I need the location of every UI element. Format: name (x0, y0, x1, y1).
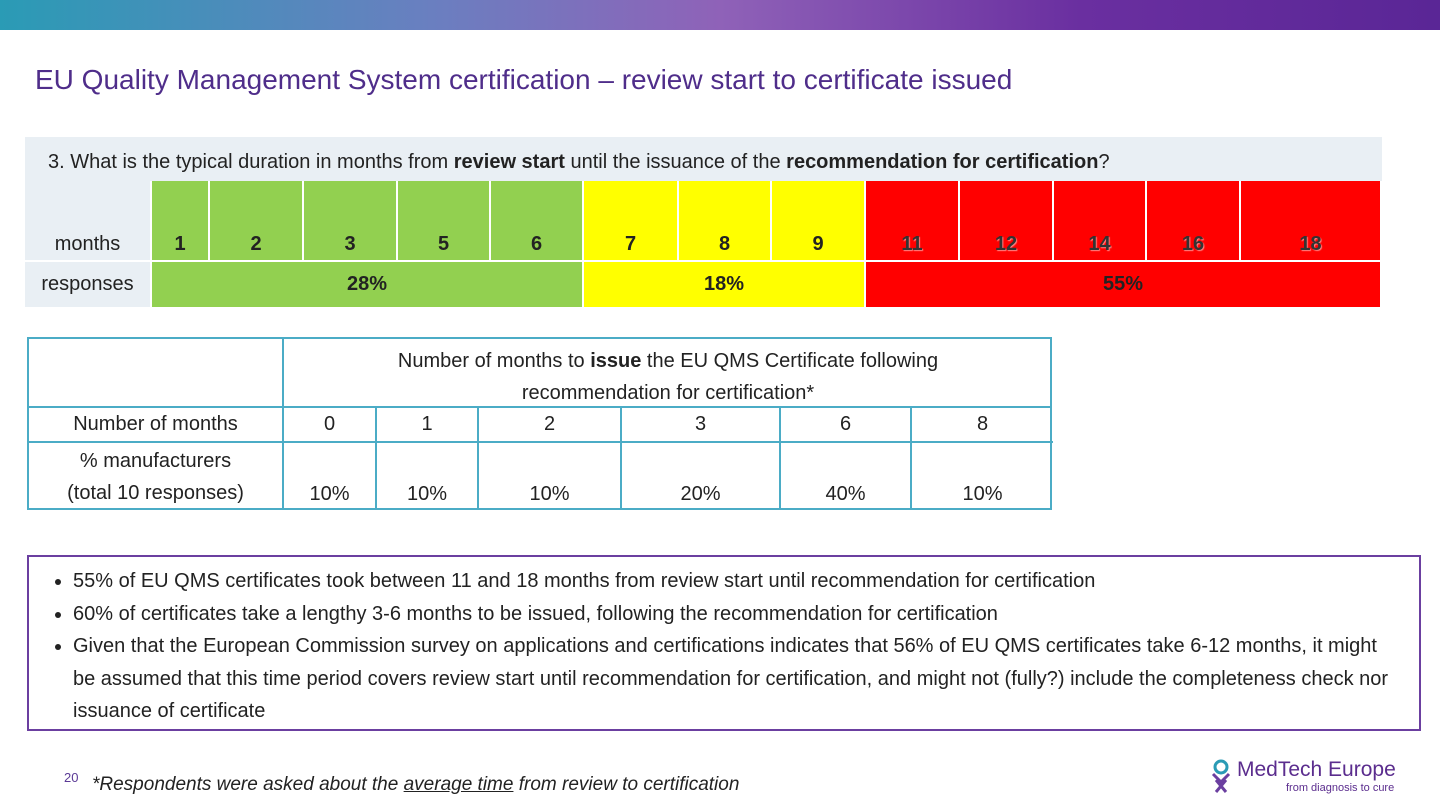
month-cell: 7 (584, 181, 679, 260)
text: Number of months to (397, 350, 591, 372)
slide-title: EU Quality Management System certificati… (35, 64, 1013, 95)
row-label: months (25, 181, 152, 260)
icon-ring (1213, 759, 1229, 775)
top-band (0, 0, 1440, 30)
month-cell: 16 (1147, 181, 1241, 260)
row-label: % manufacturers (total 10 responses) (29, 443, 284, 510)
text: average time (403, 774, 514, 795)
text: from review to certification (513, 774, 740, 795)
month-cell: 1 (377, 408, 479, 443)
month-cell: 8 (679, 181, 772, 260)
empty-cell (29, 339, 284, 408)
month-cell: 9 (772, 181, 866, 260)
share-cell: 40% (781, 443, 912, 510)
question-table: 3. What is the typical duration in month… (25, 137, 1382, 307)
bullet: Given that the European Commission surve… (73, 630, 1399, 728)
month-cell: 12 (960, 181, 1054, 260)
text: *Respondents were asked about the (92, 774, 404, 795)
month-cell: 11 (866, 181, 960, 260)
response-cell: 55% (866, 260, 1382, 307)
share-cell: 10% (284, 443, 377, 510)
row-label: responses (25, 260, 152, 307)
text: 3. What is the typical duration in month… (48, 151, 454, 173)
logo-tagline: from diagnosis to cure (1286, 782, 1395, 794)
text: until the issuance of the (564, 151, 787, 173)
bullet-box: 55% of EU QMS certificates took between … (27, 555, 1421, 731)
month-cell: 2 (479, 408, 622, 443)
share-cell: 10% (962, 483, 1003, 505)
month-cell: 6 (491, 181, 584, 260)
logo-name: MedTech Europe (1237, 758, 1396, 781)
month-cell: 3 (622, 408, 781, 443)
text: review start (453, 151, 565, 173)
bullet: 60% of certificates take a lengthy 3-6 m… (73, 598, 1399, 631)
header: Number of months to issue the EU QMS Cer… (284, 339, 1052, 408)
share-cell: 10% (479, 443, 622, 510)
text: the EU QMS Certificate following recomme… (521, 350, 939, 404)
header-text: Number of months to issue the EU QMS Cer… (324, 345, 1012, 409)
response-cell: 28% (152, 260, 584, 307)
month-cell: 2 (210, 181, 304, 260)
month-cell: 18 (1241, 181, 1382, 260)
text: ? (1098, 151, 1110, 173)
month-cell: 6 (781, 408, 912, 443)
bullet-list: 55% of EU QMS certificates took between … (37, 565, 1399, 728)
row-label: Number of months (29, 408, 284, 443)
month-cell: 1 (152, 181, 210, 260)
month-cell: 5 (398, 181, 491, 260)
logo-icon (1211, 759, 1231, 793)
text: recommendation for certification (786, 151, 1099, 173)
month-cell: 14 (1054, 181, 1147, 260)
icon-body (1211, 772, 1231, 793)
month-cell: 8 (912, 408, 1053, 443)
month-cell: 3 (304, 181, 398, 260)
share-cell: 10% (377, 443, 479, 510)
bullet: 55% of EU QMS certificates took between … (73, 565, 1399, 598)
footnote: *Respondents were asked about the averag… (92, 774, 739, 796)
response-cell: 18% (584, 260, 866, 307)
issue-table: Number of months to issue the EU QMS Cer… (27, 337, 1053, 510)
text: issue (590, 350, 642, 372)
question: 3. What is the typical duration in month… (25, 137, 1382, 181)
page-number: 20 (64, 770, 79, 785)
month-cell: 0 (284, 408, 377, 443)
share-cell: 20% (622, 443, 781, 510)
